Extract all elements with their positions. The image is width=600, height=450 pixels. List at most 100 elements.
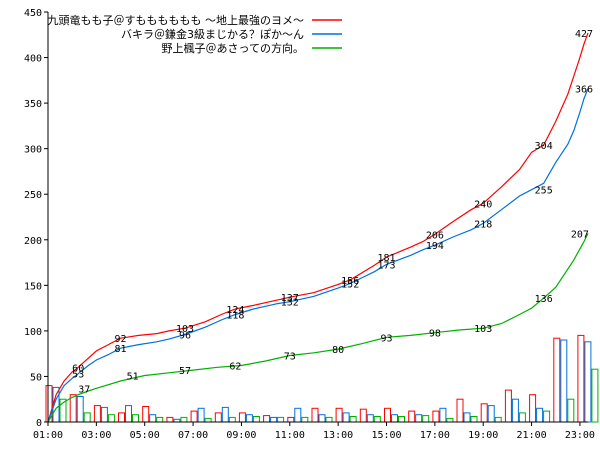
hourly-bar <box>536 407 544 423</box>
hourly-bar <box>359 408 367 423</box>
data-label: 57 <box>179 366 191 377</box>
data-label: 132 <box>281 298 299 309</box>
hourly-bar <box>560 339 568 423</box>
data-label: 81 <box>114 344 126 355</box>
hourly-bar <box>463 412 471 423</box>
hourly-bar <box>263 415 271 423</box>
data-label: 194 <box>426 241 444 252</box>
hourly-bar <box>118 412 125 423</box>
hourly-bar <box>277 416 285 423</box>
data-label: 240 <box>474 199 492 210</box>
data-label: 255 <box>535 186 553 197</box>
hourly-bar <box>511 398 519 423</box>
data-label: 156 <box>341 276 359 287</box>
hourly-bar <box>270 416 278 423</box>
y-tick-label: 250 <box>24 190 42 201</box>
hourly-bar <box>166 416 174 423</box>
data-label: 136 <box>535 294 553 305</box>
series-line <box>47 233 589 423</box>
hourly-bar <box>456 398 464 423</box>
y-tick-label: 200 <box>24 236 42 247</box>
hourly-bar <box>373 416 381 423</box>
series-lines <box>47 32 589 423</box>
y-tick-label: 350 <box>24 99 42 110</box>
hourly-bar <box>432 410 440 423</box>
data-label: 152 <box>341 280 359 291</box>
hourly-bar <box>384 407 391 423</box>
data-label: 304 <box>535 141 553 152</box>
series-line <box>47 88 589 423</box>
hourly-bar <box>543 410 551 423</box>
y-tick-label: 400 <box>24 54 42 65</box>
hourly-bar <box>584 341 592 423</box>
data-label: 53 <box>72 370 84 381</box>
hourly-bar <box>439 407 447 423</box>
x-tick-label: 01:00 <box>33 430 63 441</box>
hourly-bar <box>301 416 309 423</box>
axes: 0 50 100 150 200 250 300 350 400 450 01:00 03:00 05:… <box>24 8 595 441</box>
y-tick-label: 0 <box>36 418 42 429</box>
hourly-bar <box>238 412 246 423</box>
hourly-bar <box>190 410 198 423</box>
hourly-bars <box>45 334 599 423</box>
x-tick-label: 13:00 <box>323 430 353 441</box>
hourly-bar <box>245 414 253 423</box>
y-tick-label: 150 <box>24 281 42 292</box>
data-label: 51 <box>127 372 139 383</box>
x-tick-label: 03:00 <box>81 430 111 441</box>
hourly-bar <box>487 405 495 423</box>
data-label: 92 <box>114 334 126 345</box>
hourly-bar <box>415 414 423 423</box>
hourly-bar <box>518 412 526 423</box>
data-label: 118 <box>226 311 244 322</box>
hourly-bar <box>529 394 537 423</box>
hourly-bar <box>76 396 84 423</box>
data-label: 62 <box>229 362 241 373</box>
hourly-bar <box>398 416 405 423</box>
data-label: 60 <box>72 363 84 374</box>
hourly-bar <box>553 337 561 423</box>
hourly-bar <box>125 405 132 423</box>
hourly-bar <box>197 407 205 423</box>
hourly-bar <box>408 410 416 423</box>
x-tick-label: 17:00 <box>420 430 450 441</box>
hourly-bar <box>342 412 350 423</box>
hourly-bar <box>504 389 512 423</box>
legend-label: 野上楓子＠あさっての方向。 <box>162 41 304 55</box>
data-label: 181 <box>377 253 395 264</box>
hourly-bar <box>567 398 575 423</box>
hourly-bar <box>228 416 236 423</box>
legend: 九頭竜もも子＠すもももももも ～地上最強のヨメ～バキラ＠鎌金3級まじかる？ぽか～… <box>48 13 342 55</box>
hourly-bar <box>318 414 326 423</box>
series-line <box>47 32 589 423</box>
hourly-bar <box>446 417 454 423</box>
hourly-bar <box>494 416 502 423</box>
hourly-bar <box>311 407 319 423</box>
hourly-bar <box>366 414 374 423</box>
hourly-bar <box>221 406 229 423</box>
hourly-bar <box>69 394 77 423</box>
hourly-bar <box>93 405 101 423</box>
hourly-bar <box>470 416 478 423</box>
data-label: 80 <box>332 345 344 356</box>
data-label: 98 <box>429 329 441 340</box>
x-tick-label: 09:00 <box>226 430 256 441</box>
hourly-bar <box>83 412 91 423</box>
x-tick-label: 19:00 <box>468 430 498 441</box>
x-tick-label: 23:00 <box>565 430 595 441</box>
hourly-bar <box>391 414 398 423</box>
x-tick-label: 07:00 <box>178 430 208 441</box>
data-label: 96 <box>179 331 191 342</box>
data-label: 218 <box>474 219 492 230</box>
hourly-bar <box>132 414 139 423</box>
y-tick-label: 50 <box>30 372 42 383</box>
hourly-bar <box>100 406 108 423</box>
hourly-bar <box>422 415 430 423</box>
hourly-bar <box>214 412 222 423</box>
hourly-bar <box>252 416 260 423</box>
x-tick-label: 11:00 <box>275 430 305 441</box>
x-tick-label: 21:00 <box>517 430 547 441</box>
y-tick-label: 450 <box>24 8 42 19</box>
hourly-bar <box>204 417 212 423</box>
